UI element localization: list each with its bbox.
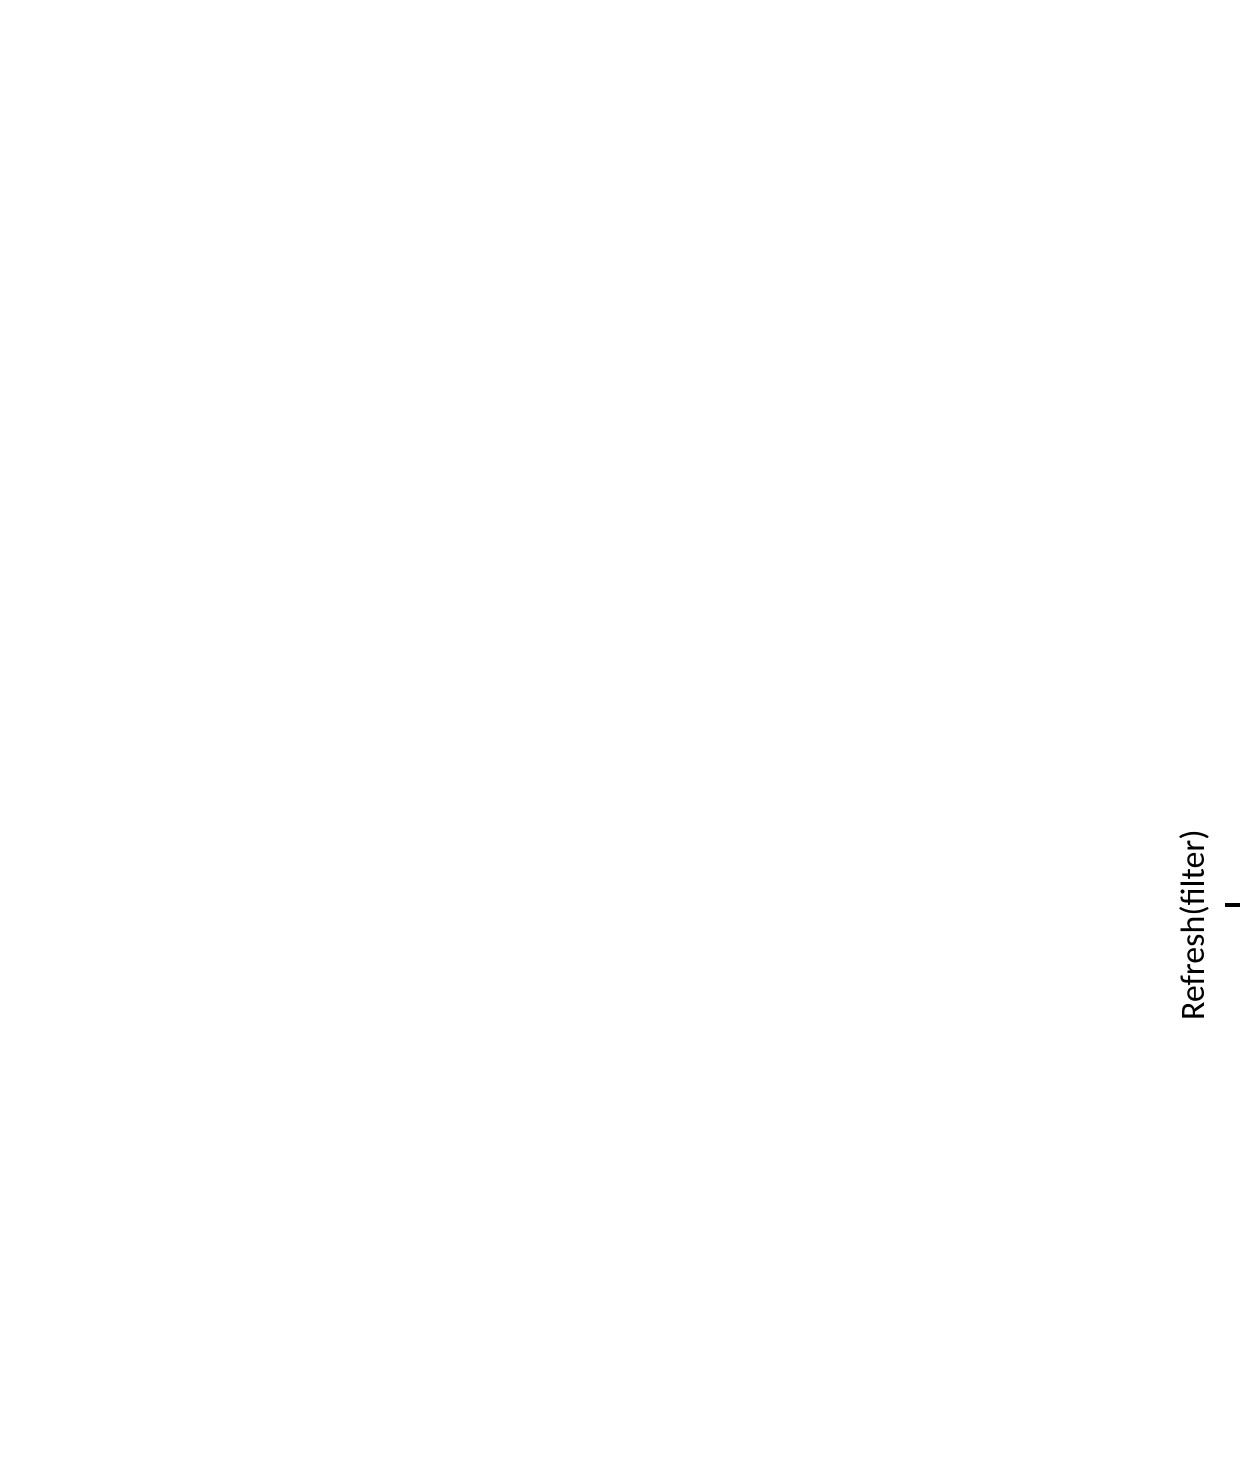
diagram-stage: Refresh(filter) API 105 Name Fil	[0, 0, 1240, 1461]
tenant-user-cylinder	[1140, 90, 1240, 1390]
